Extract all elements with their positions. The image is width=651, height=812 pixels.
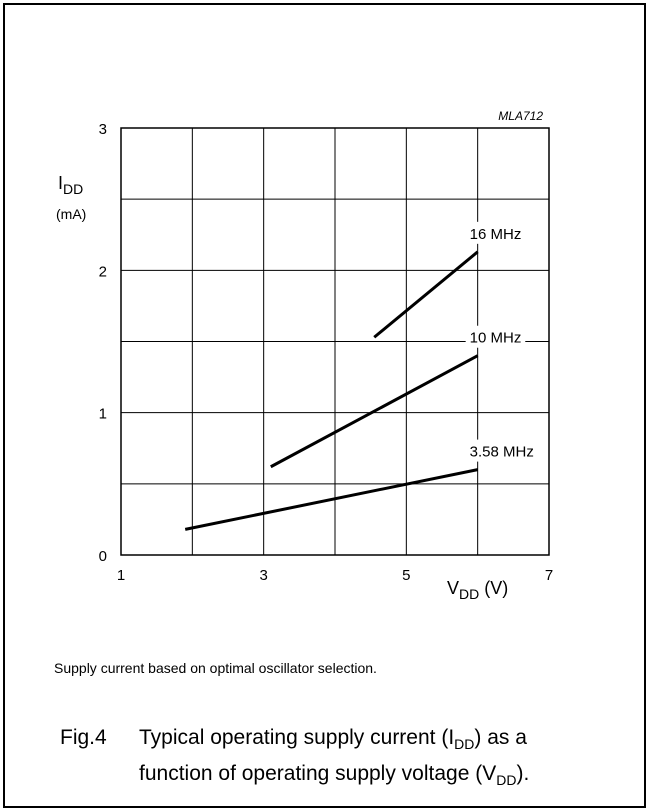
series-lines — [184, 250, 479, 531]
series-line-0 — [373, 250, 479, 339]
figure-frame — [3, 3, 646, 808]
series-label-bg-0 — [465, 221, 526, 244]
x-axis-label: VDD (V) — [447, 578, 508, 602]
y-axis-unit: (mA) — [56, 206, 86, 222]
y-tick-label: 1 — [99, 406, 107, 423]
x-tick-label: 7 — [545, 567, 553, 584]
series-label-bg-2 — [465, 439, 543, 462]
y-tick-label: 0 — [99, 548, 107, 565]
caption-line-1: Typical operating supply current (IDD) a… — [139, 726, 527, 753]
series-line-1 — [270, 354, 479, 469]
x-tick-label: 1 — [117, 567, 125, 584]
x-tick-label: 3 — [259, 567, 267, 584]
series-label-1: 10 MHz — [470, 330, 522, 347]
y-axis-label: IDD — [58, 173, 83, 197]
y-tick-label: 3 — [99, 121, 107, 138]
figure-code: MLA712 — [498, 109, 543, 123]
series-label-bg-1 — [465, 325, 526, 348]
plot-border — [120, 127, 550, 556]
y-tick-label: 2 — [99, 263, 107, 280]
series-line-2 — [184, 468, 478, 531]
x-tick-label: 5 — [402, 567, 410, 584]
series-label-2: 3.58 MHz — [470, 444, 534, 461]
series-label-0: 16 MHz — [470, 226, 522, 243]
caption-text: Typical operating supply current (IDD) a… — [139, 723, 529, 795]
series-labels: 16 MHz 10 MHz 3.58 MHz — [465, 221, 543, 462]
caption-line-2: function of operating supply voltage (VD… — [139, 762, 530, 789]
figure-label: Fig.4 — [60, 726, 107, 749]
chart-note: Supply current based on optimal oscillat… — [54, 660, 377, 676]
